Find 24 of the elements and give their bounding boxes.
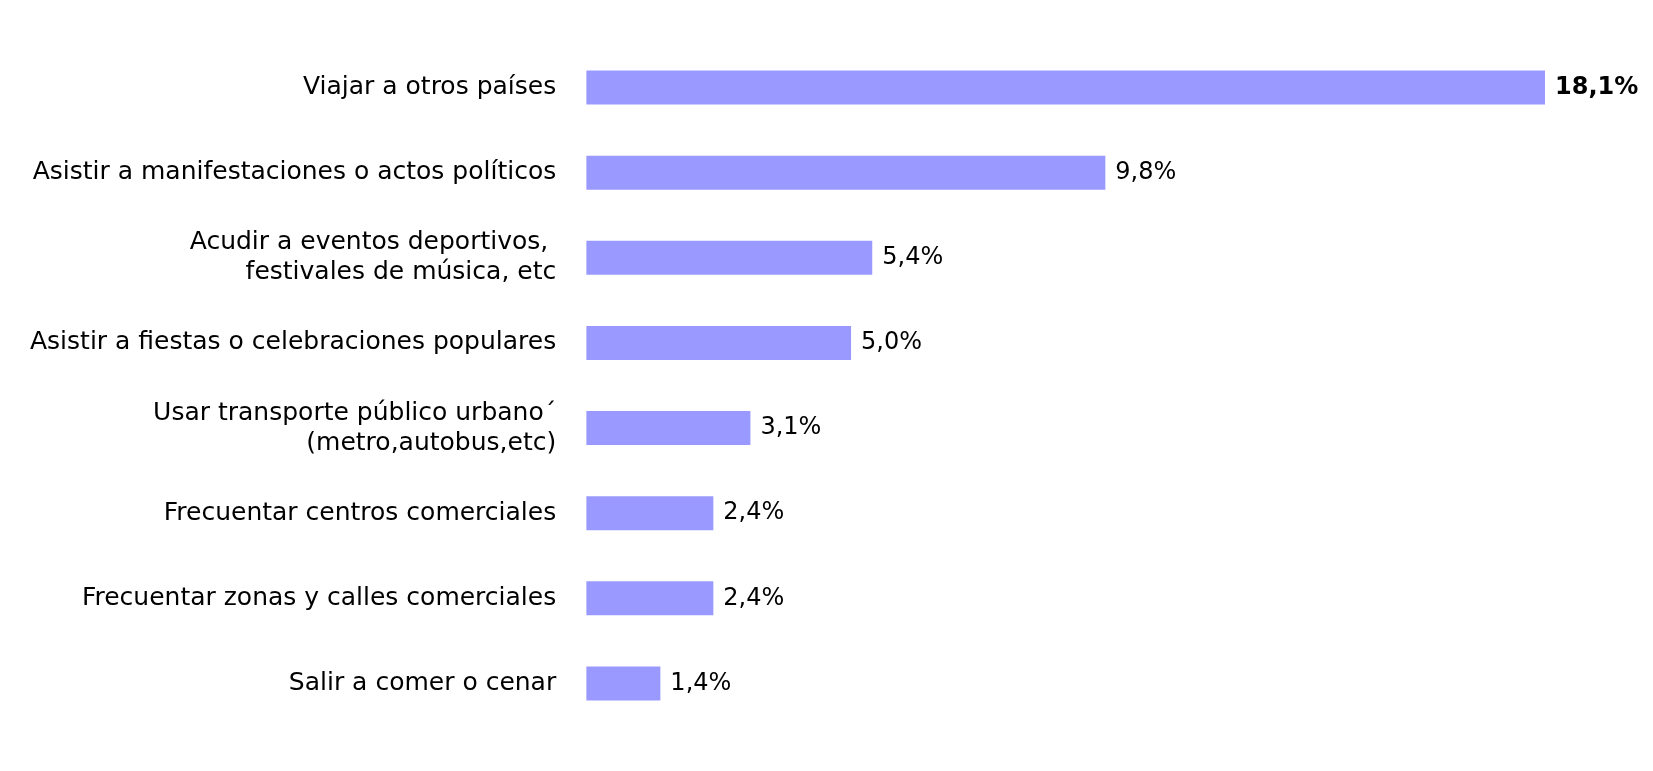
y-tick-label: Viajar a otros países <box>302 71 557 101</box>
bar <box>586 581 714 616</box>
y-tick-label: Usar transporte público urbano´ (metro,autobus,etc) <box>153 396 557 456</box>
bar <box>586 155 1106 190</box>
bar <box>586 411 751 446</box>
data-label: 5,0% <box>861 327 923 356</box>
bar <box>586 240 873 275</box>
data-label: 2,4% <box>723 582 785 611</box>
y-tick-label: Frecuentar zonas y calles comerciales <box>81 581 557 611</box>
bar <box>586 496 714 531</box>
data-label: 5,4% <box>882 242 944 271</box>
bar <box>586 70 1545 105</box>
data-label: 1,4% <box>670 667 732 696</box>
data-label: 18,1% <box>1555 71 1639 100</box>
y-tick-label: Frecuentar centros comerciales <box>163 496 557 526</box>
y-tick-label: Asistir a fiestas o celebraciones populares <box>29 326 557 356</box>
y-tick-label: Salir a comer o cenar <box>288 666 557 696</box>
bar <box>586 325 852 360</box>
y-tick-label: Acudir a eventos deportivos, festivales de música, etc <box>189 226 557 286</box>
data-label: 9,8% <box>1115 156 1177 185</box>
data-label: 3,1% <box>760 412 822 441</box>
y-tick-label: Asistir a manifestaciones o actos políticos <box>32 156 557 186</box>
bar <box>586 666 661 701</box>
data-label: 2,4% <box>723 497 785 526</box>
